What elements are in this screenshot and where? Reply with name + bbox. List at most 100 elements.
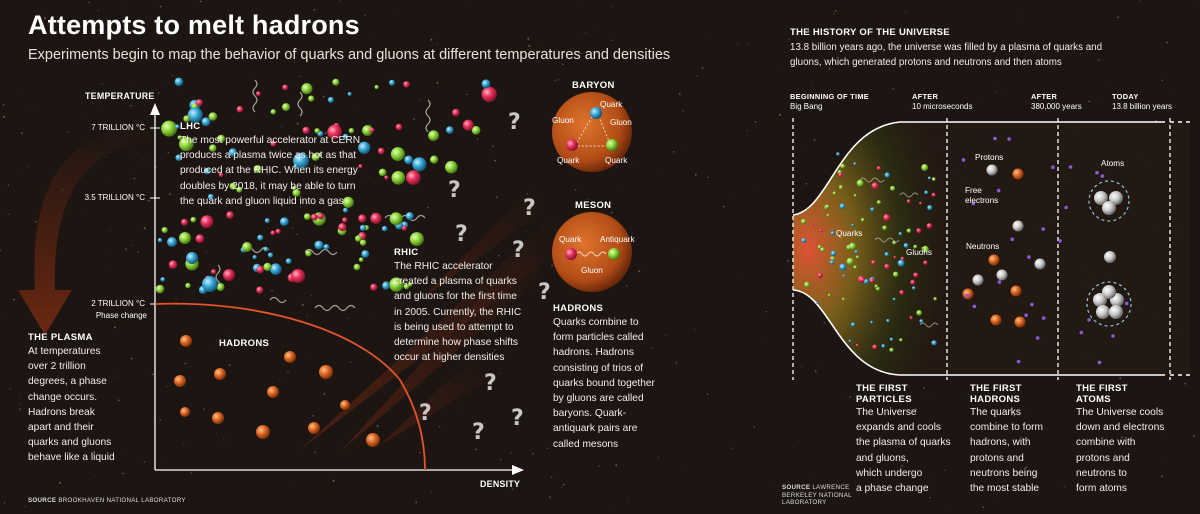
plasma-particle (829, 260, 835, 265)
star-dot (448, 262, 450, 263)
star-dot (1158, 409, 1161, 412)
quark-particle (348, 128, 355, 134)
quark-particle (236, 106, 244, 113)
plasma-particle (899, 338, 903, 342)
phase-change-curve (154, 302, 426, 471)
electron-particle (993, 136, 997, 141)
plasma-particle (874, 284, 878, 288)
star-dot (310, 295, 312, 297)
star-dot (551, 264, 553, 267)
star-dot (18, 408, 21, 410)
star-dot (413, 118, 415, 120)
quark-particle (347, 92, 352, 96)
star-dot (899, 428, 901, 431)
plasma-particle (842, 274, 846, 278)
star-dot (683, 149, 684, 151)
star-dot (906, 48, 908, 50)
plasma-particle (871, 182, 879, 190)
star-dot (786, 260, 789, 262)
universe-quarks-label: Quarks (836, 229, 863, 238)
star-dot (419, 100, 421, 102)
star-dot (19, 403, 21, 405)
star-dot (764, 336, 765, 337)
star-dot (350, 361, 352, 363)
star-dot (672, 151, 675, 153)
star-dot (257, 201, 259, 203)
quark-particle (229, 182, 237, 190)
plasma-particle (839, 203, 846, 209)
star-dot (475, 432, 476, 433)
star-dot (675, 362, 678, 364)
electron-particle (1097, 360, 1102, 365)
star-dot (125, 31, 128, 34)
meson-diagram (552, 212, 632, 292)
plasma-particle (854, 250, 858, 254)
plasma-particle (804, 281, 810, 288)
star-dot (109, 229, 111, 231)
star-dot (143, 227, 146, 230)
quark-particle (301, 83, 313, 95)
atoms-label: Atoms (1101, 159, 1125, 168)
question-mark-icon: ? (523, 196, 536, 221)
star-dot (585, 32, 587, 34)
phase-diagram-source: SOURCE BROOKHAVEN NATIONAL LABORATORY (28, 497, 186, 504)
quark-particle (270, 230, 276, 236)
plasma-arrow (18, 125, 150, 335)
quark-particle (275, 228, 281, 234)
plasma-particle (892, 297, 896, 301)
hadron-particle (180, 335, 192, 347)
star-dot (550, 117, 552, 119)
star-dot (274, 154, 276, 156)
hadrons-explanation: HADRONS Quarks combine to form particles … (553, 303, 655, 452)
meson-antiquark: Antiquark (600, 235, 635, 244)
quark-particle (327, 124, 342, 140)
star-dot (2, 215, 4, 216)
plasma-particle (817, 245, 822, 249)
hadrons-text: Quarks combine to form particles called ha… (553, 317, 655, 450)
plasma-particle (889, 347, 894, 352)
plasma-particle (832, 191, 837, 195)
quark-particle (317, 213, 324, 220)
meson-title: MESON (575, 200, 612, 211)
plasma-particle (870, 207, 875, 212)
star-dot (1063, 486, 1065, 488)
plasma-particle (838, 185, 843, 190)
star-dot (900, 401, 902, 403)
electron-particle (1024, 313, 1028, 318)
quark-particle (175, 154, 182, 161)
question-mark-icon: ? (448, 178, 461, 203)
plasma-particle (842, 297, 845, 301)
plasma-particle (849, 242, 856, 250)
star-dot (91, 56, 92, 57)
star-dot (552, 444, 553, 446)
star-dot (263, 60, 265, 62)
star-dot (9, 388, 11, 390)
quark-particle (179, 232, 191, 244)
quark-particle (160, 277, 166, 282)
hadron-particle (319, 365, 333, 379)
star-dot (216, 433, 217, 435)
electron-particle (1007, 137, 1011, 141)
phase-change-label: Phase change (95, 311, 147, 320)
quark-particle (391, 171, 406, 185)
star-dot (554, 79, 556, 82)
quark-particle (374, 85, 379, 90)
proton-particle (1010, 285, 1022, 297)
hadron-particle (366, 433, 380, 447)
plasma-text: At temperatures over 2 trillion degrees, a… (28, 346, 115, 464)
quark-particle (370, 212, 382, 224)
quark-particle (358, 257, 364, 263)
star-dot (292, 227, 294, 229)
quark-particle (353, 263, 361, 271)
star-dot (1184, 382, 1186, 385)
star-dot (578, 4, 579, 6)
baryon-diagram (552, 92, 632, 172)
star-dot (498, 373, 500, 375)
plasma-particle (916, 310, 922, 316)
star-dot (292, 25, 293, 27)
caption-first-atoms: THE FIRST ATOMS The Universe cools down an… (1076, 383, 1165, 495)
star-dot (549, 496, 551, 498)
quark-particle (378, 168, 387, 177)
question-mark-icon: ? (511, 406, 524, 431)
quark-particle (445, 160, 458, 174)
